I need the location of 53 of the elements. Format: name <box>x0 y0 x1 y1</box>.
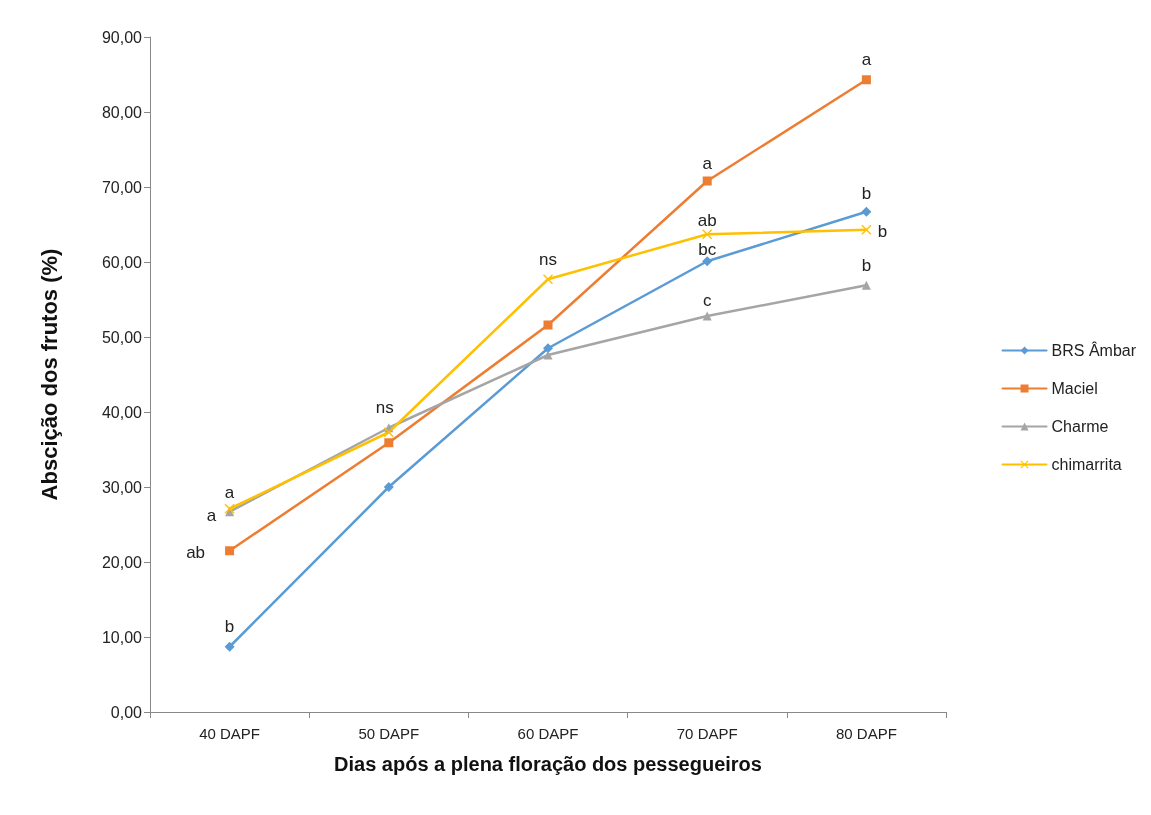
annotation: a <box>861 50 872 70</box>
point <box>861 75 871 85</box>
legend-label: BRS Âmbar <box>1051 341 1137 359</box>
annotation: a <box>702 153 713 173</box>
annotation: b <box>224 617 235 637</box>
x-tick-label: 50 DAPF <box>358 725 420 742</box>
point <box>543 350 553 360</box>
point <box>702 176 712 186</box>
legend-label: Maciel <box>1051 380 1098 397</box>
y-tick-label: 10,00 <box>101 628 143 646</box>
legend-label: Charme <box>1051 418 1109 435</box>
legend-label: chimarrita <box>1051 456 1122 473</box>
annotation: a <box>224 483 235 503</box>
y-tick-label: 30,00 <box>101 478 143 496</box>
annotation: b <box>861 184 872 204</box>
annotation: b <box>877 222 888 242</box>
y-tick-label: 60,00 <box>101 253 143 271</box>
point <box>383 482 394 492</box>
point <box>702 256 713 267</box>
y-tick-label: 90,00 <box>101 28 143 46</box>
point <box>702 229 713 240</box>
point <box>384 438 394 448</box>
x-tick-label: 40 DAPF <box>199 725 261 742</box>
y-tick-label: 0,00 <box>110 703 143 721</box>
y-tick-label: 50,00 <box>101 328 143 346</box>
annotation: ns <box>375 398 394 418</box>
point <box>861 206 872 217</box>
y-tick-label: 40,00 <box>101 403 143 421</box>
y-tick-label: 70,00 <box>101 178 143 196</box>
annotation: a <box>206 506 217 526</box>
point <box>224 503 235 514</box>
annotation: bc <box>698 239 717 259</box>
x-tick-label: 80 DAPF <box>835 725 897 742</box>
y-tick-label: 20,00 <box>101 553 143 571</box>
point <box>861 280 871 290</box>
annotation: ab <box>186 543 206 563</box>
point <box>543 320 553 330</box>
y-tick-label: 80,00 <box>101 103 143 121</box>
x-tick-label: 60 DAPF <box>517 725 579 742</box>
annotation: ab <box>697 210 717 230</box>
annotation: ns <box>539 249 557 269</box>
point <box>702 311 712 321</box>
point <box>383 427 394 438</box>
x-axis-title: Dias após a plena floração dos pessegueiros <box>334 753 762 775</box>
point <box>224 641 235 652</box>
annotation: b <box>861 255 872 275</box>
point <box>543 343 553 354</box>
annotation: c <box>702 290 712 310</box>
point <box>225 546 235 556</box>
y-axis-title: Abscição dos frutos (%) <box>36 248 62 501</box>
point <box>861 224 872 235</box>
x-tick-label: 70 DAPF <box>676 725 738 742</box>
point <box>543 274 553 285</box>
